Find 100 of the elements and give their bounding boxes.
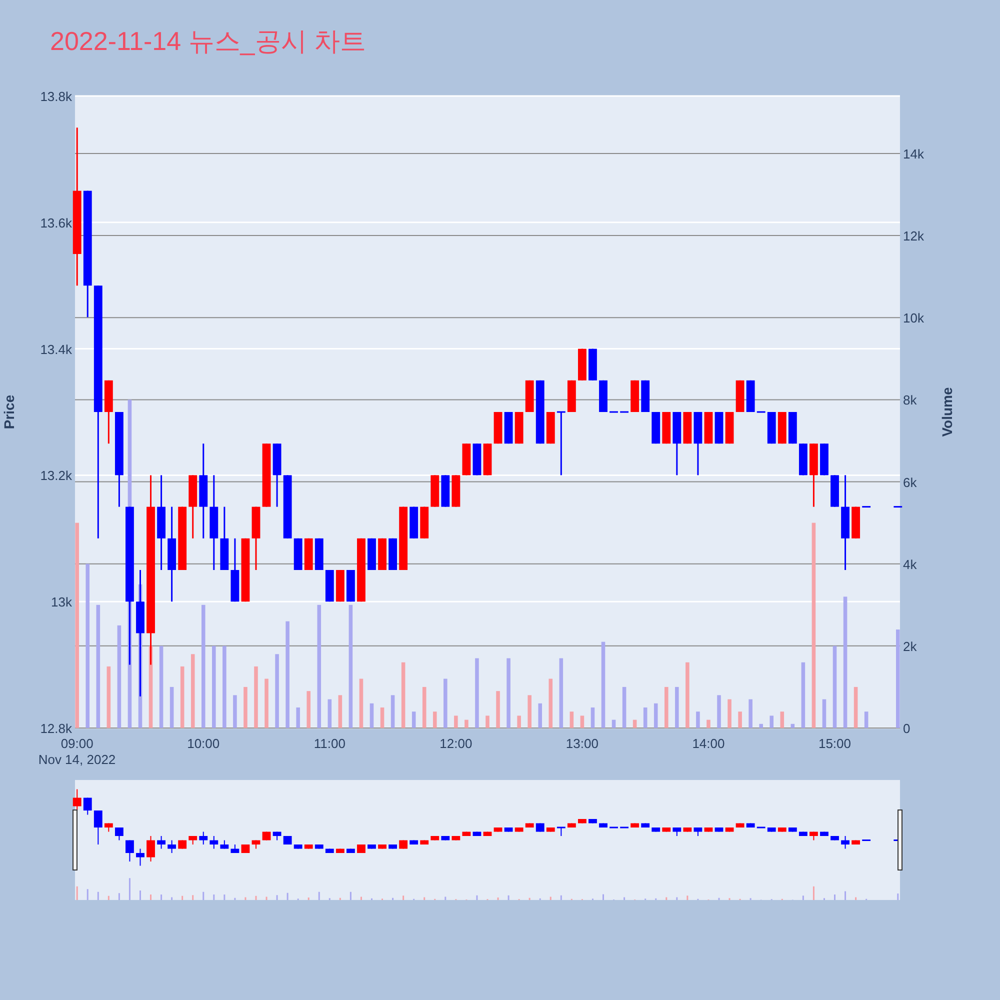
- bar: [317, 604, 322, 728]
- bar: [717, 695, 721, 728]
- candlestick: [556, 411, 566, 476]
- y2-tick-label: 6k: [903, 474, 918, 490]
- bar: [75, 522, 79, 728]
- bar: [486, 716, 490, 728]
- y-tick-label: 13k: [51, 594, 72, 610]
- y-tick-label: 13.4k: [40, 342, 72, 357]
- bar: [159, 646, 164, 728]
- bar: [222, 646, 226, 728]
- bar: [706, 720, 710, 728]
- bar: [770, 716, 774, 728]
- bar: [86, 564, 90, 728]
- bar: [822, 699, 826, 728]
- bar: [517, 716, 521, 728]
- y-tick-label: 13.8k: [40, 89, 72, 104]
- bar: [180, 666, 184, 728]
- bar: [96, 604, 100, 728]
- bar: [801, 662, 806, 728]
- bar: [296, 707, 300, 728]
- bar: [444, 678, 448, 728]
- bar: [632, 720, 637, 728]
- bar: [696, 712, 700, 728]
- bar: [380, 707, 384, 728]
- bar: [812, 522, 816, 728]
- y-axis-title: Price: [1, 394, 17, 430]
- bar: [233, 695, 237, 728]
- bar: [790, 724, 795, 728]
- bar: [212, 646, 216, 728]
- x-tick-label: 11:00: [314, 736, 346, 751]
- bar: [390, 695, 395, 728]
- bar: [843, 596, 848, 728]
- bar: [422, 686, 426, 728]
- bar: [454, 716, 458, 728]
- bar: [559, 658, 564, 728]
- y2-tick-label: 2k: [903, 638, 918, 654]
- bar: [738, 712, 742, 728]
- bar: [622, 686, 626, 728]
- bar: [338, 695, 342, 728]
- x-tick-label: 14:00: [692, 736, 725, 751]
- bar: [654, 703, 658, 728]
- bar: [686, 662, 690, 728]
- y2-tick-label: 8k: [903, 392, 918, 408]
- bar: [496, 691, 500, 728]
- chart-title: 2022-11-14 뉴스_공시 차트: [50, 26, 366, 56]
- bar: [359, 678, 364, 728]
- bar: [675, 686, 679, 728]
- bar: [570, 712, 574, 728]
- bar: [117, 625, 122, 728]
- bar: [306, 691, 311, 728]
- bar: [643, 707, 648, 728]
- bar: [759, 724, 763, 728]
- x-tick-label: 15:00: [818, 736, 852, 751]
- bar: [286, 621, 290, 728]
- y2-tick-label: 12k: [903, 228, 924, 244]
- text: Nov 14, 2022: [38, 752, 116, 767]
- bar: [201, 604, 206, 728]
- bar: [728, 699, 732, 728]
- y-tick-label: 13.2k: [40, 468, 72, 484]
- bar: [590, 707, 595, 728]
- bar: [370, 703, 374, 728]
- bar: [275, 654, 279, 728]
- y2-tick-label: 10k: [903, 310, 924, 326]
- bar: [348, 604, 353, 728]
- bar: [864, 712, 868, 728]
- bar: [832, 646, 837, 728]
- bar: [780, 712, 784, 728]
- bar: [432, 712, 437, 728]
- bar: [170, 686, 174, 728]
- y2-axis-title: Volume: [939, 387, 955, 437]
- bar: [748, 699, 752, 728]
- bar: [106, 666, 111, 728]
- bar: [548, 678, 553, 728]
- bar: [254, 666, 258, 728]
- y-tick-label: 13.6k: [40, 215, 72, 230]
- bar: [464, 720, 468, 728]
- x-tick-label: 12:00: [440, 736, 472, 751]
- bar: [506, 658, 510, 728]
- y2-tick-label: 4k: [903, 556, 918, 572]
- bar: [612, 720, 616, 728]
- bar: [528, 695, 532, 728]
- bar: [264, 678, 268, 728]
- bar: [475, 658, 479, 728]
- bar: [190, 654, 195, 728]
- bar: [896, 630, 900, 728]
- bar: [854, 686, 858, 728]
- bar: [538, 703, 542, 728]
- bar: [244, 686, 248, 728]
- bar: [412, 712, 416, 728]
- x-tick-label: 09:00: [60, 736, 94, 751]
- bar: [328, 699, 332, 728]
- x-tick-label: 10:00: [187, 736, 220, 751]
- y2-tick-label: 14k: [903, 146, 924, 162]
- bar: [580, 716, 584, 728]
- bar: [401, 662, 406, 728]
- bar: [664, 686, 668, 728]
- bar: [601, 642, 606, 728]
- x-tick-label: 13:00: [566, 736, 598, 751]
- y-tick-label: 12.8k: [40, 721, 72, 736]
- y2-tick-label: 0: [903, 721, 910, 736]
